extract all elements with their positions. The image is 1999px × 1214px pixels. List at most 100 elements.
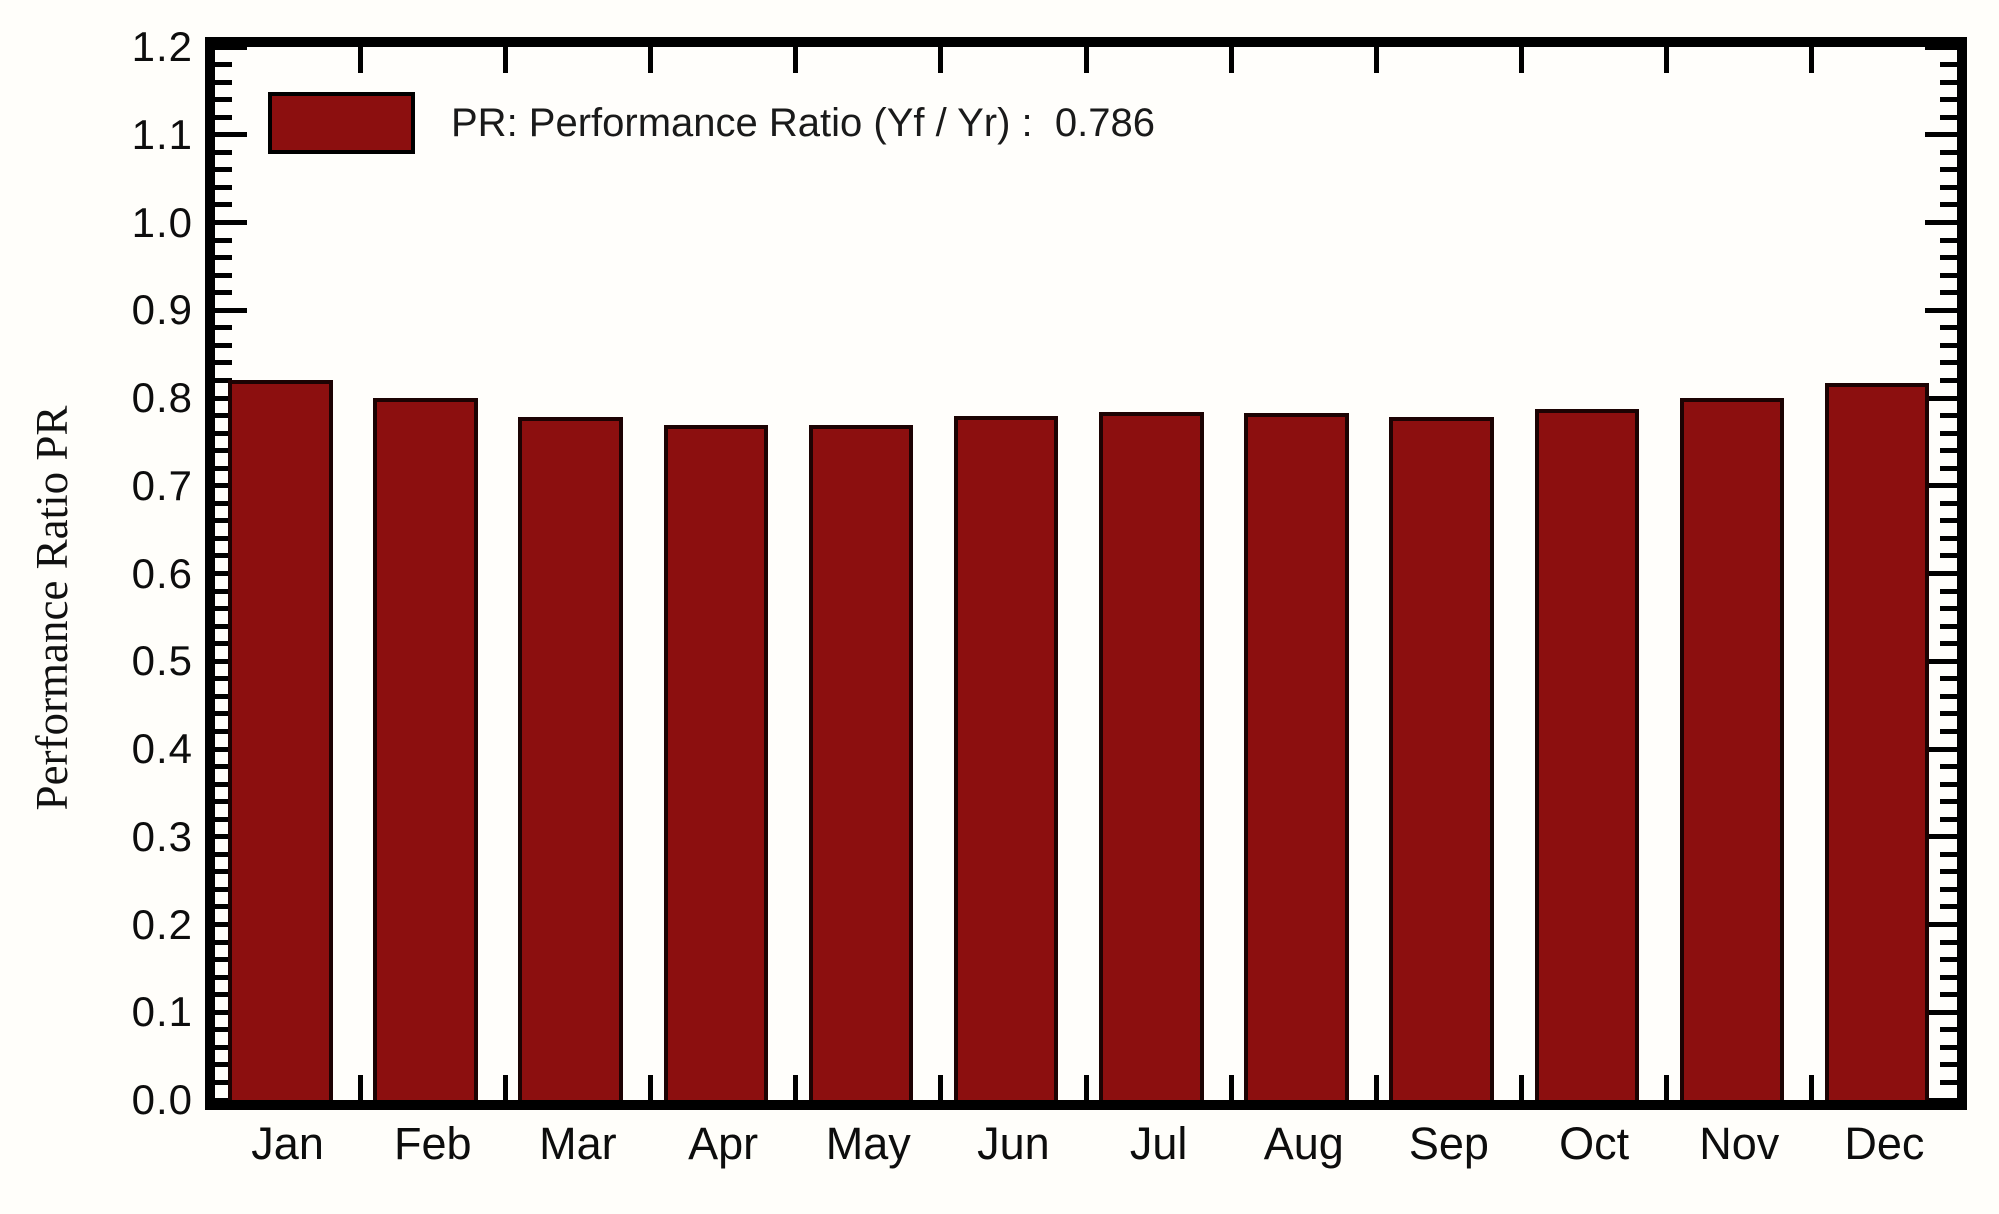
y-minor-tick <box>215 413 232 419</box>
y-minor-tick <box>215 360 232 366</box>
y-minor-tick <box>1940 377 1957 383</box>
y-minor-tick <box>1940 255 1957 261</box>
y-minor-tick <box>215 535 232 541</box>
y-minor-tick <box>1940 799 1957 805</box>
y-major-tick <box>215 44 247 50</box>
y-minor-tick <box>215 904 232 910</box>
x-boundary-tick-bottom <box>648 1075 653 1100</box>
x-boundary-tick-top <box>1809 47 1815 73</box>
y-minor-tick <box>1940 184 1957 190</box>
x-boundary-tick-bottom <box>1809 1075 1815 1100</box>
y-minor-tick <box>215 711 232 717</box>
y-tick-label-1.1: 1.1 <box>131 110 193 158</box>
y-major-tick <box>215 307 247 313</box>
y-minor-tick <box>1940 869 1957 875</box>
y-minor-tick <box>1940 553 1957 559</box>
y-minor-tick <box>215 799 232 805</box>
x-label-jun: Jun <box>977 1118 1050 1169</box>
y-tick-label-1.2: 1.2 <box>131 23 193 70</box>
y-minor-tick <box>1940 465 1957 471</box>
y-minor-tick <box>1940 711 1957 717</box>
y-minor-tick <box>1940 904 1957 910</box>
y-minor-tick <box>215 377 232 383</box>
y-major-tick <box>1925 483 1957 489</box>
y-minor-tick <box>215 290 232 296</box>
y-minor-tick <box>215 237 232 243</box>
y-minor-tick <box>215 869 232 875</box>
y-minor-tick <box>215 939 232 945</box>
y-minor-tick <box>1940 693 1957 699</box>
x-label-oct: Oct <box>1559 1118 1630 1169</box>
y-minor-tick <box>1940 816 1957 822</box>
x-label-aug: Aug <box>1263 1118 1344 1169</box>
y-minor-tick <box>1940 781 1957 787</box>
y-minor-tick <box>1940 202 1957 208</box>
x-boundary-tick-bottom <box>357 1075 363 1100</box>
y-minor-tick <box>1940 728 1957 734</box>
y-tick-label-0.7: 0.7 <box>131 461 193 509</box>
y-major-tick <box>1925 834 1957 840</box>
bars-layer <box>215 47 1957 1100</box>
y-minor-tick <box>1940 430 1957 436</box>
y-minor-tick <box>215 167 232 173</box>
bar-apr <box>663 425 769 1100</box>
y-minor-tick <box>215 500 232 506</box>
y-minor-tick <box>1940 518 1957 524</box>
y-minor-tick <box>215 693 232 699</box>
x-boundary-tick-bottom <box>793 1075 799 1100</box>
y-minor-tick <box>1940 79 1957 85</box>
y-minor-tick <box>1940 886 1957 892</box>
bar-jun <box>953 415 1059 1100</box>
x-label-jan: Jan <box>251 1118 324 1169</box>
y-tick-label-0.8: 0.8 <box>131 374 193 421</box>
x-boundary-tick-top <box>1664 47 1670 73</box>
y-minor-tick <box>1940 588 1957 594</box>
y-minor-tick <box>215 325 232 331</box>
x-boundary-tick-bottom <box>938 1075 944 1100</box>
x-boundary-tick-bottom <box>1373 1075 1379 1100</box>
y-minor-tick <box>1940 974 1957 980</box>
y-major-tick <box>1925 571 1957 576</box>
y-tick-label-0.1: 0.1 <box>131 988 193 1036</box>
legend-swatch <box>268 92 415 154</box>
x-label-mar: Mar <box>539 1118 617 1169</box>
x-boundary-tick-top <box>793 47 799 73</box>
y-minor-tick <box>215 1044 232 1050</box>
y-minor-tick <box>1940 641 1957 647</box>
y-tick-label-0.3: 0.3 <box>131 812 193 860</box>
y-minor-tick <box>215 1079 232 1085</box>
y-minor-tick <box>215 553 232 559</box>
y-minor-tick <box>1940 272 1957 278</box>
y-major-tick <box>1925 44 1957 50</box>
x-boundary-tick-bottom <box>1664 1075 1670 1100</box>
bar-nov <box>1679 398 1785 1100</box>
y-minor-tick <box>215 114 232 120</box>
y-minor-tick <box>1940 413 1957 419</box>
y-major-tick <box>1925 132 1957 138</box>
y-minor-tick <box>1940 360 1957 366</box>
x-boundary-tick-top <box>938 47 944 73</box>
y-minor-tick <box>215 149 232 155</box>
y-tick-label-0.9: 0.9 <box>131 286 193 334</box>
y-minor-tick <box>1940 500 1957 506</box>
y-minor-tick <box>1940 290 1957 296</box>
y-minor-tick <box>1940 97 1957 103</box>
bar-feb <box>373 398 478 1100</box>
y-tick-label-0.4: 0.4 <box>131 725 193 772</box>
x-boundary-tick-top <box>1519 47 1524 73</box>
y-minor-tick <box>1940 676 1957 682</box>
y-minor-tick <box>1940 62 1957 68</box>
legend-label: PR: Performance Ratio (Yf / Yr) : 0.786 <box>451 100 1155 145</box>
x-label-jul: Jul <box>1129 1118 1188 1169</box>
x-label-dec: Dec <box>1844 1118 1925 1169</box>
x-label-may: May <box>825 1118 911 1169</box>
y-minor-tick <box>215 588 232 594</box>
y-major-tick <box>215 220 247 225</box>
y-minor-tick <box>215 851 232 857</box>
y-major-tick <box>215 132 247 138</box>
y-minor-tick <box>1940 957 1957 963</box>
y-major-tick <box>1925 658 1957 664</box>
x-boundary-tick-top <box>648 47 653 73</box>
y-minor-tick <box>215 79 232 85</box>
